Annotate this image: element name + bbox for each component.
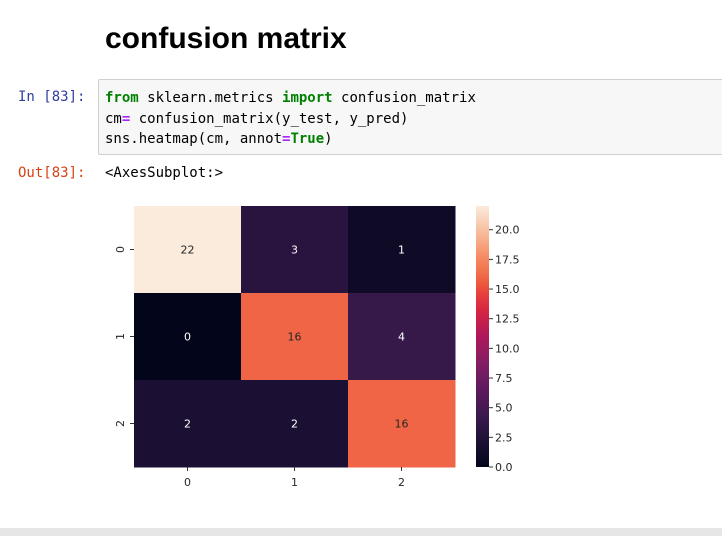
code-token: = [121, 110, 131, 127]
output-prompt: Out[83]: [18, 165, 86, 181]
code-token: = [282, 131, 291, 147]
code-token: import [282, 90, 333, 106]
heatmap-annotation: 0 [184, 331, 191, 344]
x-tick-label: 1 [291, 476, 298, 489]
code-token: cm [105, 110, 122, 127]
heatmap-annotation: 2 [184, 418, 191, 431]
code-token: sklearn.metrics [138, 90, 283, 106]
code-token: ) [324, 131, 333, 147]
code-line: sns.heatmap(cm, annot=True) [105, 131, 333, 147]
x-tick-label: 0 [184, 476, 191, 489]
code-line: from sklearn.metrics import confusion_ma… [105, 90, 476, 106]
heatmap-annotation: 3 [291, 244, 298, 257]
x-tick-label: 2 [398, 476, 405, 489]
colorbar-tick-label: 12.5 [495, 313, 520, 326]
code-token: confusion_matrix [332, 90, 476, 106]
heatmap-cell [241, 206, 349, 294]
heatmap-cell [134, 206, 242, 294]
heatmap-cell [348, 206, 456, 294]
code-cell[interactable]: from sklearn.metrics import confusion_ma… [98, 79, 722, 155]
colorbar-tick-label: 0.0 [495, 461, 513, 474]
code-token: confusion_matrix(y_test, y_pred) [130, 110, 409, 127]
code-token: sns.heatmap(cm, annot [105, 131, 283, 147]
section-heading: confusion matrix [105, 22, 347, 55]
heatmap-annotation: 2 [291, 418, 298, 431]
colorbar-tick-label: 20.0 [495, 224, 520, 237]
colorbar-tick-label: 10.0 [495, 342, 520, 355]
output-text: <AxesSubplot:> [105, 165, 224, 181]
colorbar-tick-label: 15.0 [495, 283, 520, 296]
horizontal-scrollbar[interactable] [0, 528, 722, 536]
heatmap-cell [134, 380, 242, 468]
code-token: from [105, 90, 139, 106]
heatmap-cell [348, 380, 456, 468]
heatmap-cell [241, 293, 349, 381]
code-editor[interactable]: from sklearn.metrics import confusion_ma… [99, 80, 722, 150]
y-tick-label: 0 [114, 246, 127, 253]
code-token: True [290, 131, 325, 147]
heatmap-annotation: 16 [288, 331, 302, 344]
heatmap-cell [134, 293, 242, 381]
heatmap-cell [241, 380, 349, 468]
y-tick-label: 2 [114, 420, 127, 427]
input-prompt: In [83]: [18, 89, 86, 105]
y-tick-label: 1 [114, 333, 127, 340]
colorbar [476, 206, 489, 467]
colorbar-tick-label: 7.5 [495, 372, 513, 385]
colorbar-tick-label: 2.5 [495, 431, 513, 444]
code-line: cm= confusion_matrix(y_test, y_pred) [105, 111, 408, 127]
heatmap-annotation: 22 [181, 244, 195, 257]
heatmap-annotation: 1 [398, 244, 405, 257]
heatmap-annotation: 16 [395, 418, 409, 431]
heatmap-cell [348, 293, 456, 381]
colorbar-tick-label: 5.0 [495, 402, 513, 415]
colorbar-tick-label: 17.5 [495, 253, 520, 266]
heatmap-annotation: 4 [398, 331, 405, 344]
